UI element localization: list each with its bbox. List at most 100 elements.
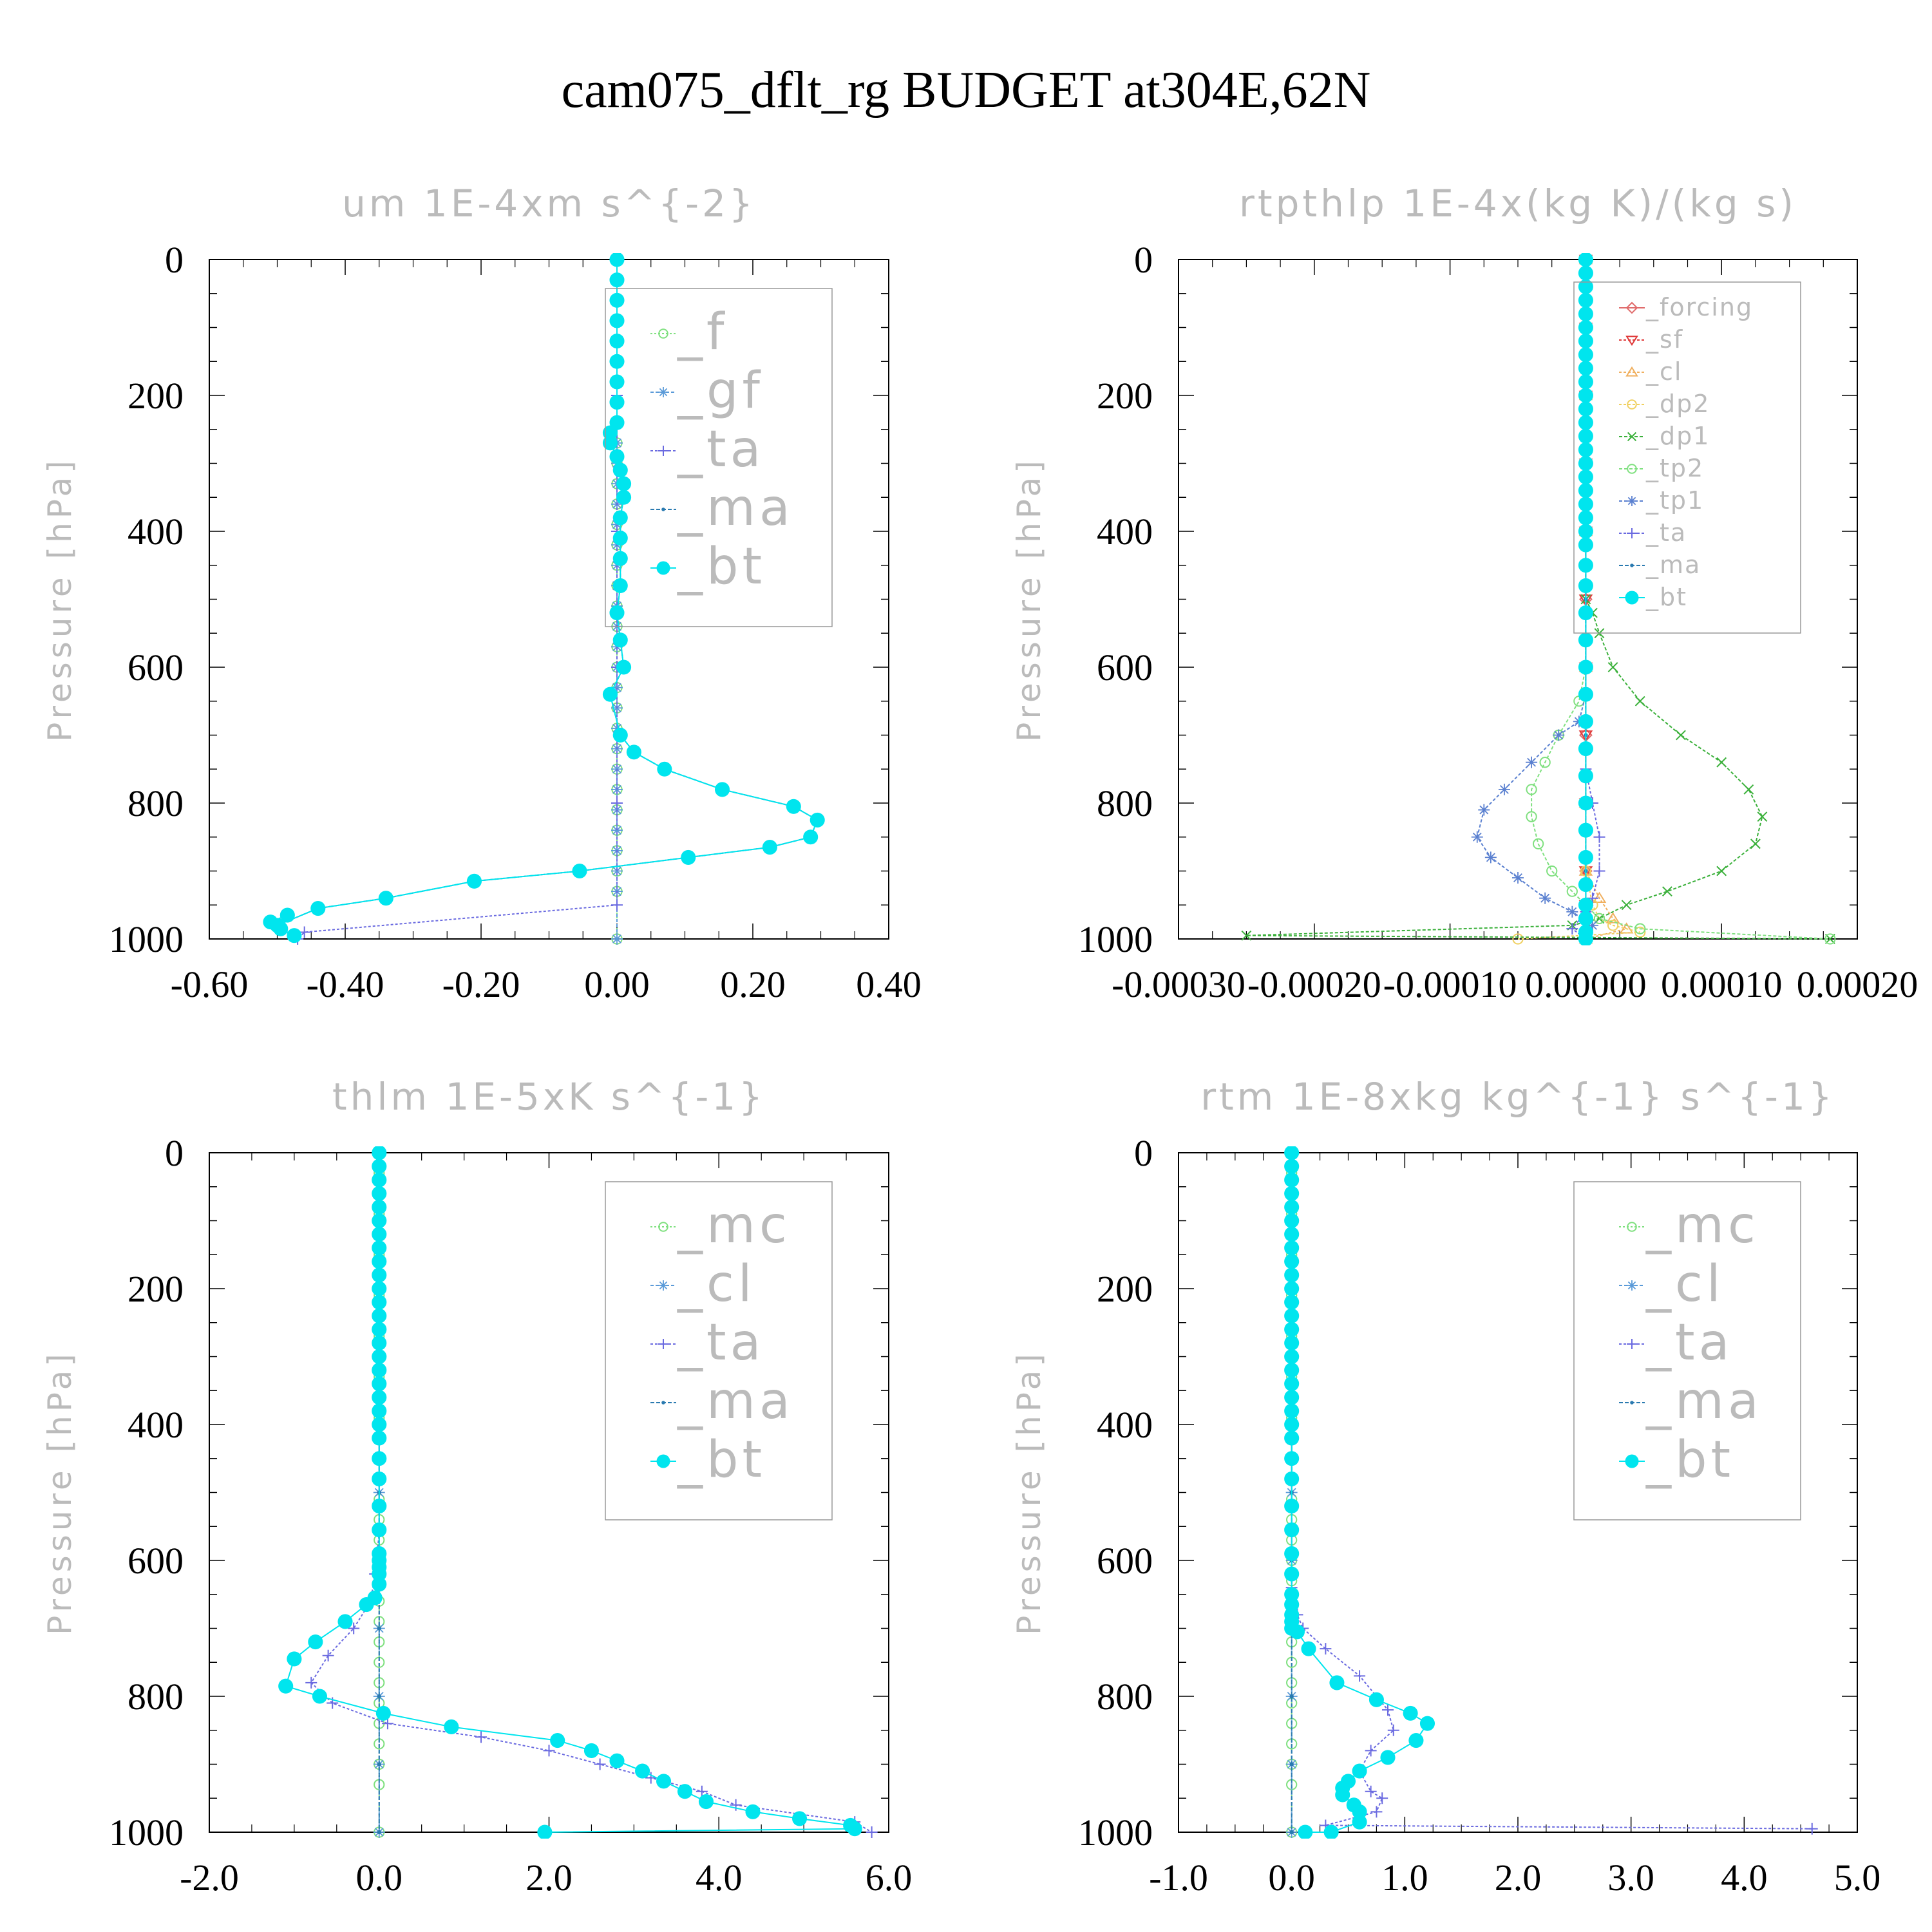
data-point	[616, 489, 632, 505]
data-point	[1284, 1199, 1300, 1215]
data-point	[635, 1763, 650, 1779]
data-point	[550, 1733, 565, 1748]
data-point	[1365, 1785, 1377, 1797]
legend-item-mc: _mc	[1619, 1197, 1759, 1255]
data-point	[762, 840, 777, 855]
data-point	[1578, 265, 1593, 281]
data-point	[1806, 1823, 1818, 1835]
data-point	[372, 1577, 387, 1592]
legend-label: _dp1	[1645, 422, 1710, 450]
data-point	[1298, 1824, 1313, 1839]
data-point	[1284, 1499, 1300, 1514]
legend-label: _bt	[677, 538, 766, 596]
series-line	[1531, 260, 1830, 940]
data-point	[1578, 347, 1593, 363]
legend-item-ma: _ma	[650, 479, 790, 537]
data-point	[714, 782, 730, 797]
data-point	[611, 518, 623, 531]
data-point	[1284, 1403, 1300, 1419]
data-point	[810, 812, 825, 828]
legend-item-ta: _ta	[650, 421, 761, 478]
legend-label: _ta	[677, 1314, 764, 1372]
legend-item-mc: _mc	[650, 1197, 787, 1255]
data-point	[645, 1772, 657, 1784]
data-point	[1578, 442, 1593, 457]
legend-item-ta: _ta	[1619, 518, 1687, 547]
series-ta	[292, 254, 623, 945]
data-point	[609, 272, 625, 288]
x-tick-label: -0.00020	[1247, 963, 1381, 1005]
data-point	[1578, 306, 1593, 321]
plot-frame	[1178, 1152, 1858, 1833]
data-point	[1553, 729, 1565, 741]
data-point	[1284, 1522, 1300, 1538]
legend-item-tp1: _tp1	[1619, 486, 1703, 515]
data-point	[791, 1811, 808, 1826]
series-line	[310, 1153, 873, 1833]
data-point	[372, 1227, 387, 1242]
y-tick-label: 600	[1097, 1540, 1153, 1582]
data-point	[611, 797, 623, 809]
legend-label: _forcing	[1645, 293, 1753, 321]
data-point	[372, 1186, 387, 1201]
series-line	[269, 260, 819, 936]
x-tick-label: 0.40	[856, 963, 922, 1005]
data-point	[602, 425, 618, 440]
data-point	[1578, 428, 1593, 444]
data-point	[602, 687, 618, 702]
data-point	[372, 1281, 387, 1296]
data-point	[612, 510, 628, 526]
data-point	[372, 1172, 387, 1188]
legend-item-cl: _cl	[1619, 1255, 1721, 1313]
data-point	[609, 292, 625, 308]
legend-label: _ta	[1645, 518, 1687, 547]
legend-marker	[658, 1222, 668, 1232]
data-point	[312, 1689, 327, 1704]
data-point	[1284, 1546, 1300, 1561]
y-tick-label: 600	[128, 1540, 184, 1582]
data-point	[1750, 838, 1761, 849]
legend-marker	[1625, 591, 1639, 605]
plot-frame	[1178, 259, 1858, 940]
x-tick-label: 0.20	[720, 963, 786, 1005]
legend-box	[605, 1181, 833, 1520]
data-point	[1484, 851, 1497, 864]
legend-label: _bt	[677, 1431, 766, 1489]
data-point	[1512, 933, 1524, 945]
data-point	[372, 1451, 387, 1466]
data-point	[372, 1199, 387, 1215]
data-point	[1387, 1724, 1399, 1736]
legend-marker	[661, 507, 665, 511]
data-point	[372, 1522, 387, 1538]
legend: _mc_cl_ta_ma_bt	[1573, 1181, 1801, 1520]
legend-item-gf: _gf	[650, 362, 760, 420]
y-tick-label: 0	[1134, 1132, 1153, 1174]
data-point	[310, 900, 326, 916]
data-point	[372, 1335, 387, 1350]
y-axis-label: Pressure [hPa]	[1010, 1350, 1048, 1635]
data-point	[612, 462, 628, 478]
data-point	[1323, 1824, 1339, 1839]
legend-label: _mc	[1645, 1197, 1759, 1255]
data-point	[372, 1254, 387, 1269]
series-group	[278, 1146, 878, 1839]
data-point	[377, 1694, 381, 1699]
data-point	[1578, 334, 1593, 349]
data-point	[866, 1826, 878, 1838]
x-tick-label: 2.0	[1495, 1857, 1542, 1899]
data-point	[372, 1376, 387, 1392]
data-point	[602, 435, 618, 451]
plot-frame	[209, 1152, 889, 1833]
legend-item-ma: _ma	[1619, 551, 1700, 579]
legend-item-bt: _bt	[1619, 1431, 1730, 1489]
y-tick-label: 400	[128, 511, 184, 553]
legend-marker	[1627, 464, 1637, 474]
data-point	[1716, 757, 1727, 768]
data-point	[1578, 795, 1593, 811]
data-point	[372, 1294, 387, 1310]
data-point	[1320, 1643, 1332, 1655]
data-point	[273, 921, 289, 936]
data-point	[611, 681, 623, 694]
data-point	[1284, 1254, 1300, 1269]
